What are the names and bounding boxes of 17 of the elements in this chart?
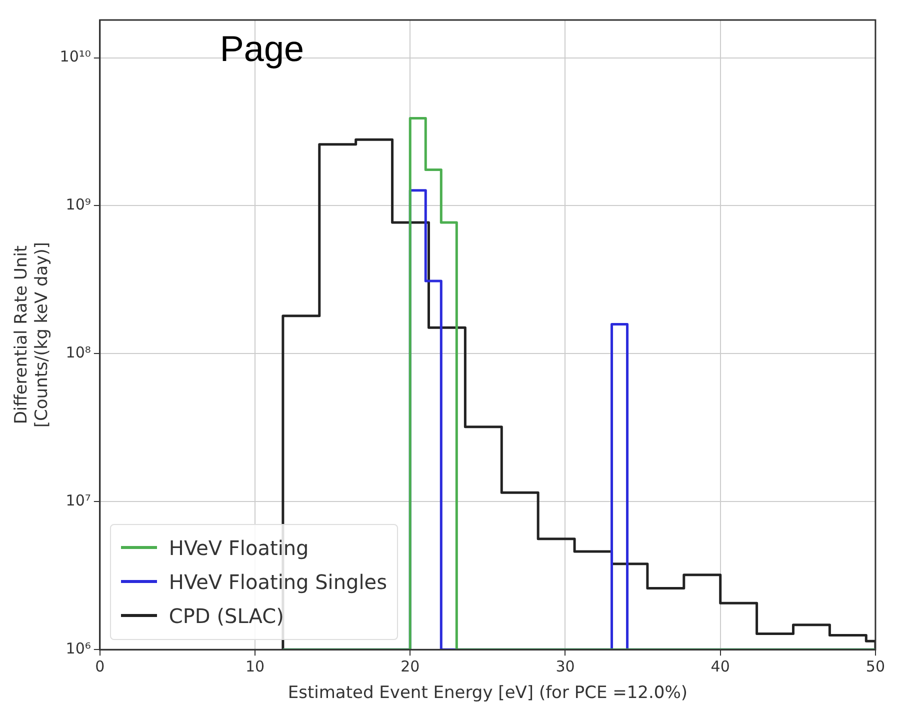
- x-tick-label: 20: [400, 657, 420, 676]
- y-tick-label: 10¹⁰: [60, 48, 91, 66]
- x-tick-label: 0: [95, 657, 105, 676]
- y-tick-label: 10⁷: [66, 492, 91, 510]
- y-tick-label: 10⁸: [66, 344, 91, 362]
- legend-label: CPD (SLAC): [168, 602, 284, 630]
- y-tick-label: 10⁶: [66, 639, 91, 658]
- x-tick-label: 40: [710, 657, 730, 676]
- x-tick-label: 50: [866, 657, 886, 676]
- x-axis-title: Estimated Event Energy [eV] (for PCE =12.0%): [288, 683, 688, 704]
- y-axis-title: Differential Rate Unit [Counts/(kg keV day)]: [12, 242, 52, 428]
- legend-label: HVeV Floating: [168, 534, 309, 562]
- legend-label: HVeV Floating Singles: [168, 568, 388, 596]
- annotation: Page: [220, 28, 304, 70]
- y-tick-label: 10⁹: [66, 196, 91, 214]
- x-tick-label: 30: [556, 657, 575, 676]
- x-tick-label: 10: [245, 657, 265, 676]
